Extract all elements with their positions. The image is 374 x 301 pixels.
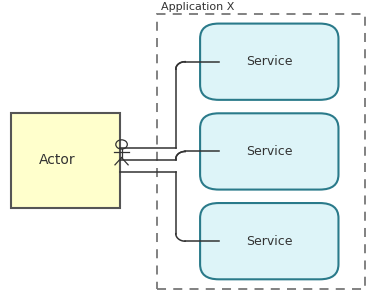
FancyBboxPatch shape — [11, 113, 120, 208]
FancyBboxPatch shape — [200, 113, 338, 190]
FancyBboxPatch shape — [200, 203, 338, 279]
FancyBboxPatch shape — [200, 23, 338, 100]
Text: Actor: Actor — [39, 154, 75, 167]
Text: Application X: Application X — [161, 2, 234, 12]
Text: Service: Service — [246, 145, 292, 158]
Text: Service: Service — [246, 235, 292, 248]
Text: Service: Service — [246, 55, 292, 68]
